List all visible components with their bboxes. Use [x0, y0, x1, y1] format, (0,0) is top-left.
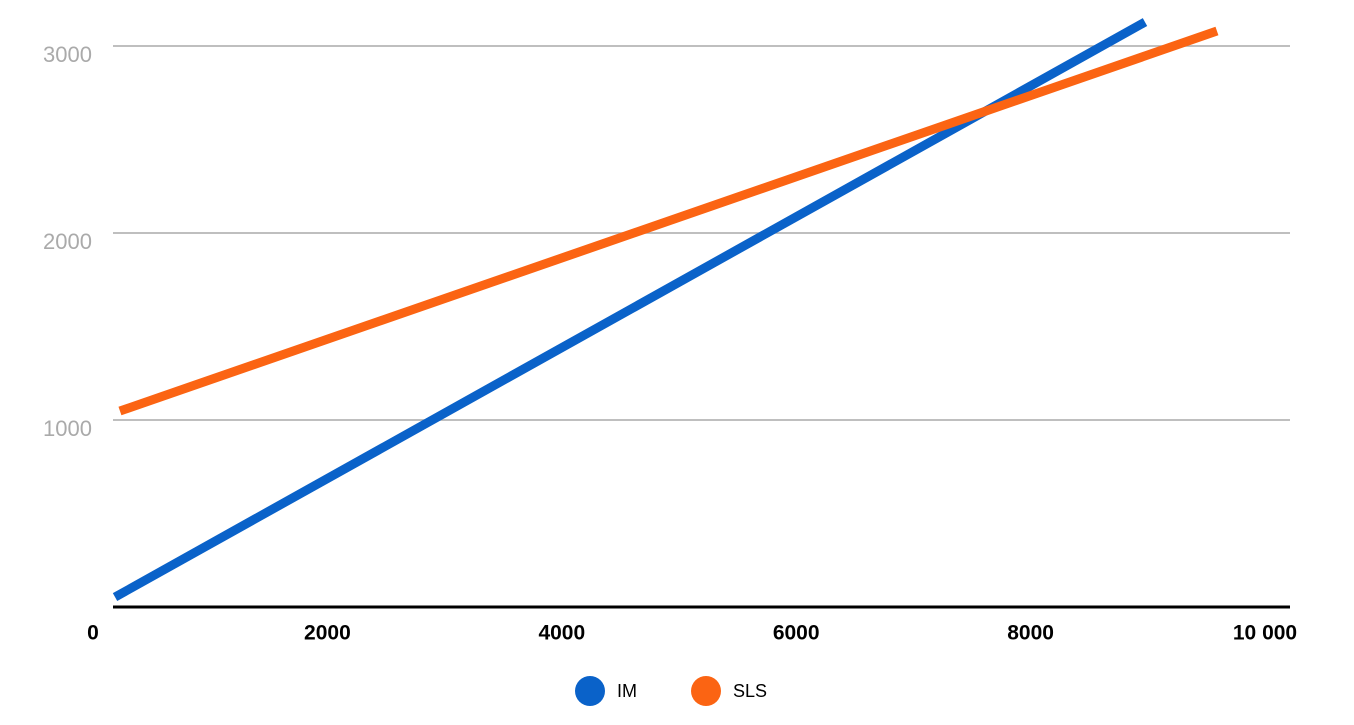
x-tick-label: 2000 [304, 622, 351, 645]
x-tick-label: 10 000 [1233, 622, 1297, 645]
legend-label: IM [617, 681, 637, 701]
y-tick-label: 3000 [43, 42, 92, 67]
x-tick-label: 0 [87, 622, 99, 645]
line [118, 26, 1219, 416]
legend-label: SLS [733, 681, 767, 701]
y-tick-label: 2000 [43, 229, 92, 254]
x-tick-label: 4000 [538, 622, 585, 645]
y-tick-label: 1000 [43, 416, 92, 441]
x-tick-label: 6000 [773, 622, 820, 645]
legend-marker [691, 676, 721, 706]
legend-marker [575, 676, 605, 706]
x-tick-label: 8000 [1007, 622, 1054, 645]
